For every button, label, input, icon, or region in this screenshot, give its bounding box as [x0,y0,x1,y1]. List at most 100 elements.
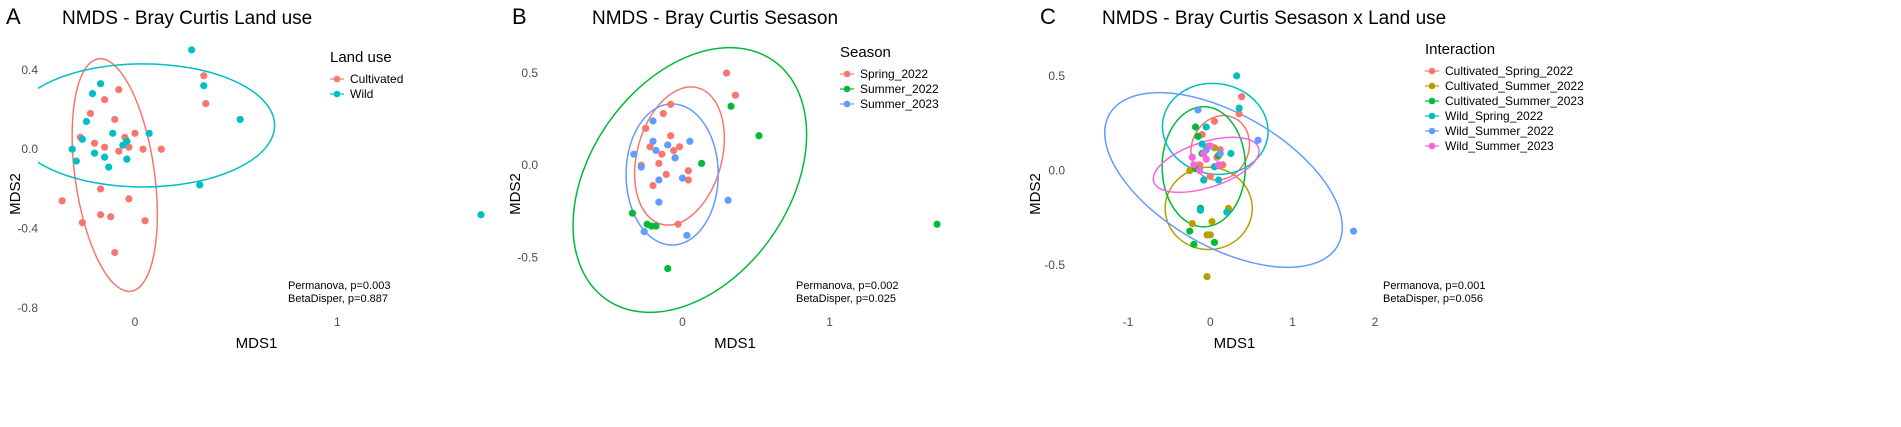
data-point [82,117,91,126]
data-point [157,145,165,153]
data-point [86,109,95,118]
legend-title: Season [840,44,891,61]
confidence-ellipse-wild-summer-2022 [1103,91,1344,269]
x-axis-label: MDS1 [236,335,278,352]
plot-area [38,46,485,293]
x-tick-label: 0 [1207,315,1214,329]
confidence-ellipse-cultivated-summer-2022 [1164,166,1253,251]
data-point [723,69,731,77]
panel-letter: C [1040,4,1056,29]
data-point [933,220,941,228]
stat-annotation: Permanova, p=0.001 [1383,280,1485,292]
data-point [111,248,119,257]
data-point [200,82,208,90]
data-point [477,211,485,219]
stat-annotation: Permanova, p=0.002 [796,280,898,292]
data-point [141,217,149,225]
data-point [1214,161,1223,169]
data-point [655,198,663,206]
data-point [1200,176,1208,184]
data-point [1200,149,1208,158]
chart-title: NMDS - Bray Curtis Land use [62,8,312,29]
stat-annotation: Permanova, p=0.003 [288,280,390,292]
y-tick-label: 0.5 [1048,69,1065,83]
data-point [88,90,97,98]
legend-label: Cultivated_Summer_2022 [1445,79,1584,93]
x-tick-label: 0 [132,315,139,329]
data-point [96,80,105,88]
data-point [1190,161,1198,169]
legend-label: Wild [350,87,373,101]
data-point [1210,238,1219,247]
data-point [109,129,117,137]
y-tick-label: -0.5 [517,250,538,264]
legend-key-dot [843,85,851,93]
data-point [1186,166,1194,175]
x-axis-label: MDS1 [714,335,756,352]
legend-key-dot [843,70,851,78]
legend-label: Wild_Summer_2023 [1445,139,1554,153]
data-point [58,197,66,205]
data-point [188,46,196,54]
y-tick-label: 0.4 [21,63,38,77]
data-point [139,145,147,153]
data-point [1206,172,1214,180]
data-point [1202,155,1210,163]
data-point [670,146,678,155]
legend-key-dot [843,100,851,108]
confidence-ellipse-summer-2022 [572,46,808,314]
confidence-ellipse-wild-spring-2022 [1161,82,1269,176]
panel-b: B NMDS - Bray Curtis Sesason 0 1 0.5 0.0 -0.5 M… [507,4,941,352]
data-point [90,139,99,147]
data-point [78,135,86,143]
data-point [640,228,648,236]
data-point [196,181,204,189]
data-point [684,176,692,184]
data-point [662,170,670,179]
confidence-ellipse-spring-2022 [633,86,726,226]
data-point [727,102,735,110]
legend-key-dot [1428,67,1436,75]
x-tick-label: 1 [1289,315,1296,329]
legend-label: Cultivated [350,72,403,86]
data-point [675,143,684,151]
stat-annotation: BetaDisper, p=0.887 [288,293,388,305]
data-point [724,196,732,204]
data-point [649,117,657,125]
legend-title: Interaction [1425,41,1495,58]
data-point [671,154,679,162]
data-point [115,147,123,155]
data-point [1198,140,1206,148]
data-point [658,150,666,158]
data-point [1196,206,1205,214]
x-tick-label: 2 [1372,315,1379,329]
data-point [236,115,244,124]
plot-area [572,46,941,314]
chart-title: NMDS - Bray Curtis Sesason x Land use [1102,8,1446,29]
data-point [1238,93,1246,101]
y-tick-label: 0.0 [21,142,38,156]
data-point [1202,123,1210,131]
stat-annotation: BetaDisper, p=0.025 [796,293,896,305]
data-point [667,132,675,140]
data-point [683,231,691,239]
data-point [1235,110,1243,118]
y-axis-label: MDS2 [7,173,24,215]
data-point [202,99,210,108]
data-point [101,153,109,161]
data-point [145,129,153,137]
data-point [1196,166,1204,175]
data-point [1188,153,1196,161]
data-point [1203,272,1211,281]
data-point [123,155,131,163]
data-point [68,145,76,153]
legend-label: Spring_2022 [860,67,928,81]
y-tick-label: 0.0 [521,158,538,172]
data-point [1191,123,1200,131]
data-point [105,163,113,171]
data-point [1223,208,1231,216]
data-point [131,129,139,137]
confidence-ellipse-summer-2023 [625,103,720,246]
data-point [1349,227,1358,235]
